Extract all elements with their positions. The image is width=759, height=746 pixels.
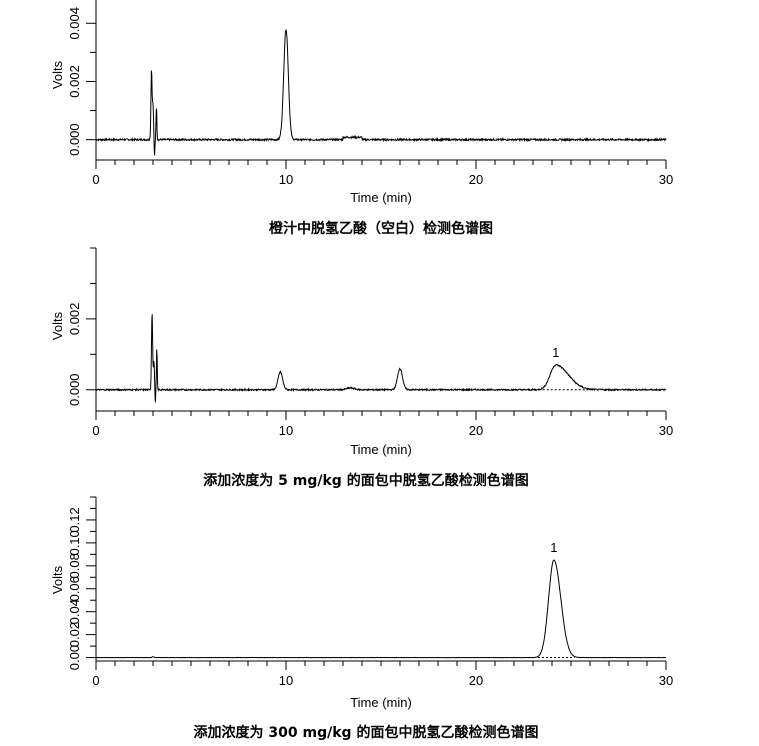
x-tick-label: 20 [469, 423, 483, 438]
chart-caption: 橙汁中脱氢乙酸（空白）检测色谱图 [269, 220, 493, 237]
peak-label: 1 [552, 345, 559, 360]
chart-2: Volts Time (min) 添加浓度为 5 mg/kg 的面包中脱氢乙酸检… [50, 247, 673, 489]
y-tick-label: 0.000 [67, 373, 82, 406]
chromatogram-trace [96, 559, 667, 659]
x-axis-label: Time (min) [350, 442, 412, 457]
x-tick-label: 30 [659, 172, 673, 187]
y-axis-label: Volts [50, 565, 65, 594]
x-tick-label: 10 [279, 423, 293, 438]
x-tick-label: 0 [92, 423, 99, 438]
x-tick-label: 30 [659, 673, 673, 688]
x-tick-label: 20 [469, 172, 483, 187]
chart-3: Volts Time (min) 添加浓度为 300 mg/kg 的面包中脱氢乙… [50, 496, 673, 741]
x-axis-label: Time (min) [350, 695, 412, 710]
y-tick-label: 0.04 [67, 599, 82, 624]
y-tick-label: 0.002 [67, 303, 82, 336]
x-tick-label: 30 [659, 423, 673, 438]
y-axis-label: Volts [50, 311, 65, 340]
x-axis-label: Time (min) [350, 190, 412, 205]
peak-label: 1 [550, 540, 557, 555]
x-tick-label: 0 [92, 673, 99, 688]
x-tick-label: 20 [469, 673, 483, 688]
x-tick-label: 10 [279, 172, 293, 187]
y-tick-label: 0.06 [67, 576, 82, 601]
chromatogram-trace [95, 28, 667, 156]
x-tick-label: 0 [92, 172, 99, 187]
x-tick-label: 10 [279, 673, 293, 688]
chart-caption: 添加浓度为 300 mg/kg 的面包中脱氢乙酸检测色谱图 [194, 724, 539, 741]
y-tick-label: 0.000 [67, 123, 82, 156]
chromatogram-trace [95, 314, 667, 403]
y-tick-label: 0.004 [67, 7, 82, 40]
y-tick-label: 0.12 [67, 507, 82, 532]
y-tick-label: 0.00 [67, 645, 82, 670]
y-axis-label: Volts [50, 60, 65, 89]
y-tick-label: 0.10 [67, 530, 82, 555]
chart-1: Volts Time (min) 橙汁中脱氢乙酸（空白）检测色谱图 0 10 20 3… [50, 0, 673, 237]
y-tick-label: 0.08 [67, 553, 82, 578]
y-tick-label: 0.002 [67, 65, 82, 98]
chart-caption: 添加浓度为 5 mg/kg 的面包中脱氢乙酸检测色谱图 [203, 472, 528, 489]
y-tick-label: 0.02 [67, 622, 82, 647]
